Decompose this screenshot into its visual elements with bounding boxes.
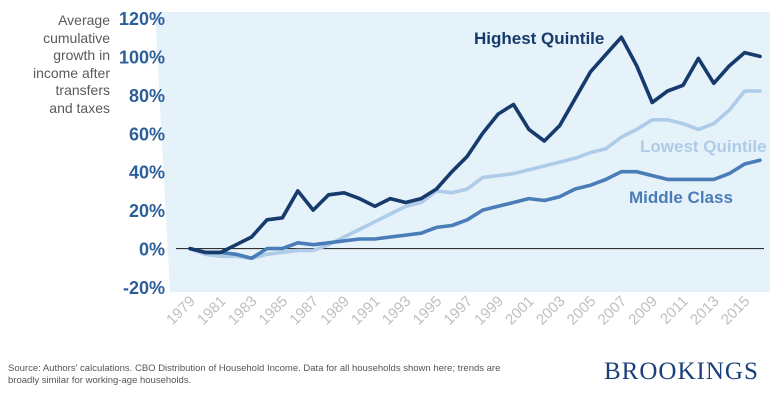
y-tick-label: 40% xyxy=(129,163,165,183)
x-tick-label: 1995 xyxy=(410,293,446,329)
y-tick-label: 0% xyxy=(139,240,165,260)
x-tick-label: 1985 xyxy=(256,293,292,329)
x-tick-label: 2013 xyxy=(687,293,723,329)
series-line-lowest-quintile xyxy=(188,89,762,261)
x-tick-label: 2011 xyxy=(657,293,692,328)
x-tick-label: 1997 xyxy=(441,293,477,329)
y-tick-label: 60% xyxy=(129,124,165,144)
x-tick-label: 1999 xyxy=(471,293,507,329)
x-tick-label: 2007 xyxy=(595,293,631,329)
y-tick-label: 100% xyxy=(119,47,165,67)
y-axis-title: Average cumulative growth in income afte… xyxy=(32,12,110,116)
x-tick-label: 2015 xyxy=(718,293,754,329)
series-label-middle-class: Middle Class xyxy=(629,188,733,207)
series-line-highest-quintile xyxy=(188,35,762,255)
y-tick-label: 120% xyxy=(119,9,165,29)
series-label-highest-quintile: Highest Quintile xyxy=(474,29,604,48)
y-tick-label: 20% xyxy=(129,201,165,221)
plot-background xyxy=(155,12,770,292)
series-line-middle-class xyxy=(188,158,762,261)
y-tick-label: -20% xyxy=(123,278,165,298)
source-note: Source: Authors' calculations. CBO Distr… xyxy=(8,363,501,386)
x-tick-label: 1983 xyxy=(225,293,261,329)
x-tick-label: 1987 xyxy=(286,293,322,329)
x-tick-label: 2001 xyxy=(502,293,538,329)
x-tick-label: 1989 xyxy=(317,293,353,329)
x-tick-label: 1979 xyxy=(163,293,199,329)
x-tick-label: 1991 xyxy=(348,293,384,329)
x-tick-label: 2005 xyxy=(564,293,600,329)
x-tick-label: 1993 xyxy=(379,293,415,329)
brookings-logo: BROOKINGS xyxy=(604,358,759,385)
series-label-lowest-quintile: Lowest Quintile xyxy=(640,137,767,156)
y-tick-label: 80% xyxy=(129,86,165,106)
x-tick-label: 2003 xyxy=(533,293,569,329)
x-tick-label: 2009 xyxy=(625,293,661,329)
x-tick-label: 1981 xyxy=(194,293,230,329)
